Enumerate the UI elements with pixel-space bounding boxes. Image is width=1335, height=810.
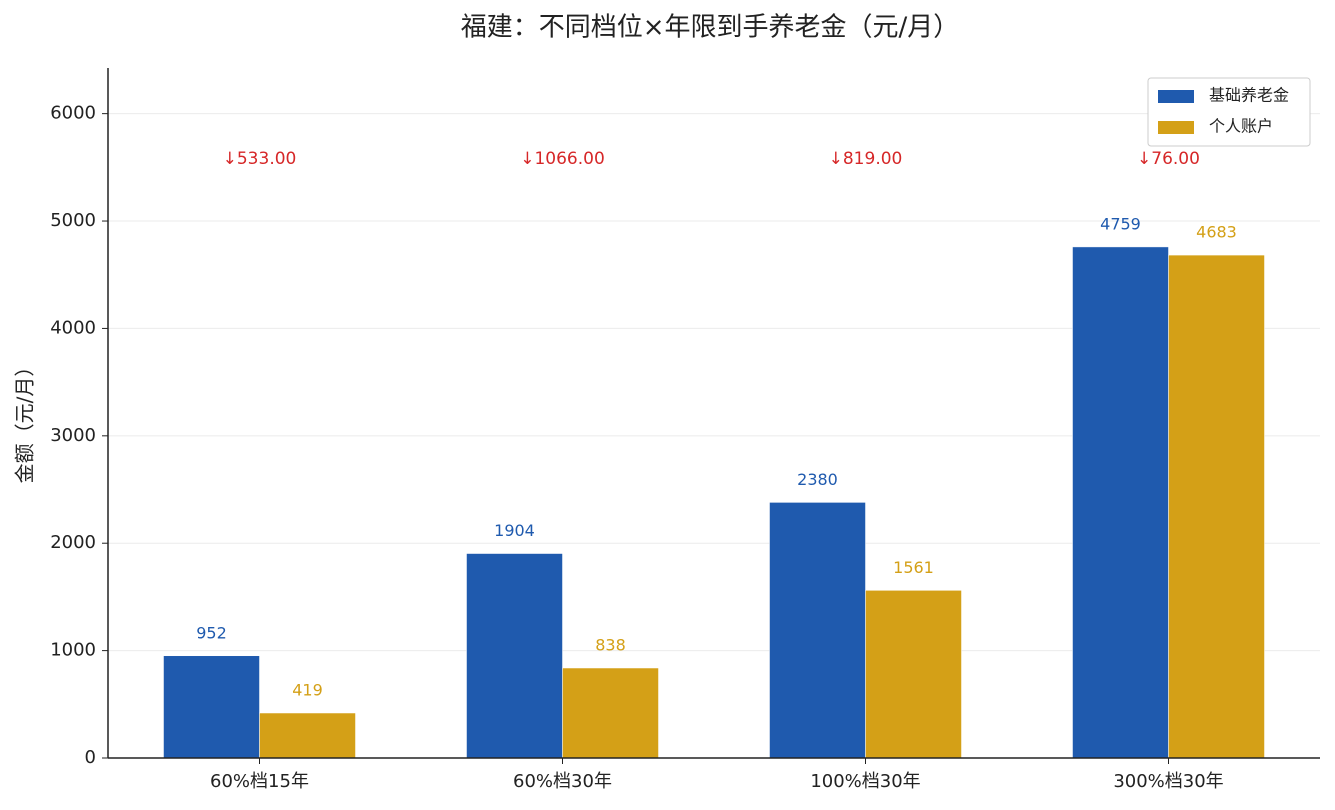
legend-label: 基础养老金 (1209, 86, 1289, 105)
bar (769, 502, 866, 759)
legend-label: 个人账户 (1209, 117, 1273, 136)
value-label: 952 (196, 623, 227, 642)
x-tick-label: 60%档15年 (210, 771, 309, 792)
bar (466, 553, 563, 759)
bar (1072, 246, 1169, 759)
annotation: ↓1066.00 (520, 149, 605, 169)
x-tick-label: 100%档30年 (810, 771, 920, 792)
chart-title: 福建：不同档位×年限到手养老金（元/月） (461, 13, 960, 43)
value-label: 1904 (494, 521, 535, 540)
bar (562, 667, 659, 759)
value-label: 4759 (1100, 214, 1141, 233)
annotation: ↓819.00 (829, 149, 903, 169)
bar (865, 590, 962, 759)
value-label: 1561 (893, 558, 934, 577)
y-tick-label: 3000 (50, 425, 96, 446)
y-tick-label: 1000 (50, 640, 96, 661)
y-tick-label: 4000 (50, 317, 96, 338)
y-tick-label: 0 (85, 747, 96, 768)
y-tick-label: 5000 (50, 210, 96, 231)
x-tick-label: 300%档30年 (1113, 771, 1223, 792)
y-tick-label: 6000 (50, 103, 96, 124)
annotation: ↓533.00 (223, 149, 297, 169)
value-label: 419 (292, 681, 323, 700)
legend-swatch (1158, 90, 1194, 103)
bar (1168, 254, 1265, 759)
y-axis-label: 金额（元/月） (13, 357, 37, 484)
legend-swatch (1158, 121, 1194, 134)
x-tick-label: 60%档30年 (513, 771, 612, 792)
annotation: ↓76.00 (1137, 149, 1200, 169)
y-tick-label: 2000 (50, 532, 96, 553)
bar (163, 655, 260, 759)
value-label: 2380 (797, 470, 838, 489)
value-label: 838 (595, 636, 626, 655)
value-label: 4683 (1196, 223, 1237, 242)
bar (259, 712, 356, 759)
